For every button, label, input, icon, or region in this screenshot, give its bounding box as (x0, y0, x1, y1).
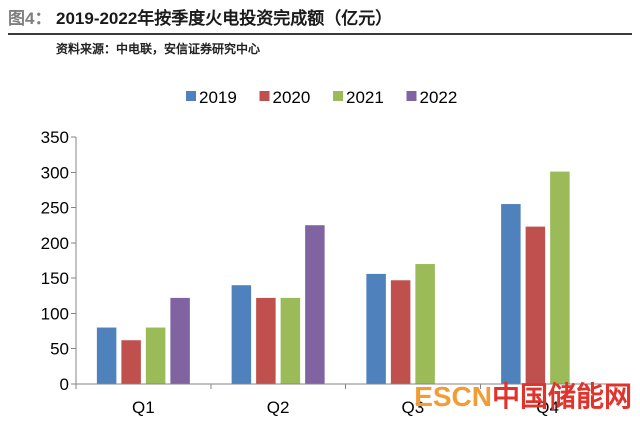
legend-item-2021: 2021 (333, 88, 384, 107)
chart-title: 2019-2022年按季度火电投资完成额（亿元） (56, 9, 393, 28)
y-tick-label: 200 (41, 234, 69, 253)
figure-label: 图4： (8, 9, 52, 28)
header-rule (8, 33, 632, 35)
legend-label: 2020 (273, 88, 311, 107)
bar-2020-q4 (525, 226, 546, 384)
escn-watermark: ESCN中国储能网 (414, 382, 632, 412)
bar-2022-q1 (170, 297, 190, 384)
x-tick-label-q1: Q1 (132, 398, 155, 417)
legend: 2019 2020 2021 2022 (186, 88, 457, 107)
legend-swatch (186, 91, 196, 101)
bar-2019-q2 (231, 285, 252, 384)
bar-2020-q1 (121, 340, 141, 384)
bar-2022-q2 (305, 225, 325, 384)
y-tick-label: 150 (41, 269, 69, 288)
legend-item-2019: 2019 (186, 88, 237, 107)
x-tick-label-q4: Q4 (536, 398, 559, 417)
legend-swatch (406, 91, 417, 101)
bar-2021-q2 (280, 297, 301, 384)
x-axis: Q1 Q2 Q3 Q4 (75, 383, 616, 417)
y-tick-label: 300 (41, 163, 69, 182)
bar-2019-q4 (501, 204, 521, 384)
legend-swatch (333, 91, 343, 101)
legend-swatch (259, 91, 270, 101)
y-tick-label: 100 (41, 304, 69, 323)
bar-2020-q3 (390, 280, 411, 384)
figure-header: 图4： 2019-2022年按季度火电投资完成额（亿元） (8, 8, 392, 30)
legend-label: 2021 (346, 88, 384, 107)
y-tick-label: 50 (50, 340, 69, 359)
bar-2020-q2 (256, 297, 276, 384)
bar-2021-q4 (550, 171, 570, 384)
legend-item-2022: 2022 (406, 88, 458, 107)
watermark-cjk: 中国储能网 (491, 381, 632, 412)
bars (96, 171, 570, 384)
y-axis: 0 50 100 150 200 250 300 350 (41, 128, 77, 394)
legend-item-2020: 2020 (259, 88, 311, 107)
bar-2021-q3 (415, 264, 435, 384)
watermark-latin: ESCN (414, 381, 492, 412)
legend-label: 2019 (199, 88, 237, 107)
x-tick-label-q3: Q3 (402, 398, 425, 417)
bar-2021-q1 (145, 327, 166, 384)
y-tick-label: 0 (60, 375, 69, 394)
legend-label: 2022 (420, 88, 458, 107)
y-tick-label: 250 (41, 199, 69, 218)
source-note: 资料来源：中电联，安信证券研究中心 (56, 42, 261, 56)
y-tick-label: 350 (41, 128, 69, 147)
x-tick-label-q2: Q2 (267, 398, 290, 417)
bar-2019-q3 (366, 273, 386, 384)
bar-2019-q1 (96, 327, 117, 384)
